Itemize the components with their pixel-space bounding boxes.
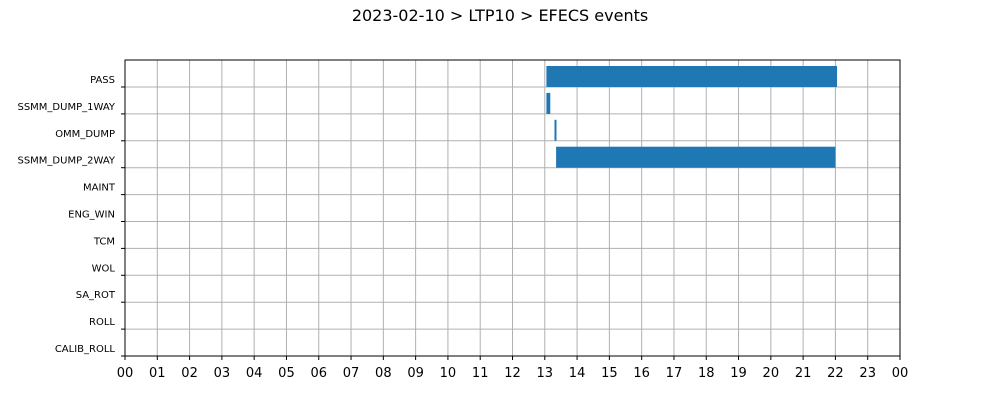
x-tick-label: 11 <box>472 366 489 381</box>
event-bar <box>546 66 838 87</box>
x-tick-label: 02 <box>181 366 198 381</box>
y-tick-label: PASS <box>90 75 115 86</box>
x-tick-label: 00 <box>892 366 909 381</box>
y-tick-label: TCM <box>93 236 115 247</box>
x-tick-label: 01 <box>149 366 166 381</box>
x-tick-label: 16 <box>633 366 650 381</box>
y-tick-label: CALIB_ROLL <box>55 344 116 355</box>
x-tick-label: 06 <box>310 366 327 381</box>
x-tick-label: 10 <box>440 366 457 381</box>
y-tick-label: SA_ROT <box>76 290 116 301</box>
x-tick-label: 04 <box>246 366 263 381</box>
x-tick-label: 19 <box>730 366 747 381</box>
x-axis: 00 01 02 03 04 05 06 07 08 09 10 11 12 13 14 15 16 17 18 19… <box>117 356 909 381</box>
x-tick-label: 05 <box>278 366 295 381</box>
event-bar <box>554 119 557 141</box>
chart-title: 2023-02-10 > LTP10 > EFECS events <box>351 6 649 25</box>
x-tick-label: 17 <box>666 366 683 381</box>
y-tick-label: SSMM_DUMP_1WAY <box>17 102 115 113</box>
event-bar <box>556 146 836 168</box>
event-bar <box>546 92 551 114</box>
grid-layer <box>124 60 901 357</box>
x-tick-label: 00 <box>117 366 134 381</box>
x-tick-label: 15 <box>601 366 618 381</box>
x-tick-label: 09 <box>407 366 424 381</box>
x-tick-label: 14 <box>569 366 586 381</box>
x-tick-label: 22 <box>827 366 844 381</box>
x-tick-label: 23 <box>859 366 876 381</box>
x-tick-label: 21 <box>795 366 812 381</box>
y-axis: PASS SSMM_DUMP_1WAY OMM_DUMP SSMM_DUMP_2WAY… <box>17 75 125 357</box>
bar-layer <box>546 66 838 168</box>
x-tick-label: 18 <box>698 366 715 381</box>
x-tick-label: 13 <box>537 366 554 381</box>
x-tick-label: 08 <box>375 366 392 381</box>
y-tick-label: ROLL <box>89 317 115 328</box>
x-tick-label: 03 <box>214 366 231 381</box>
y-tick-label: SSMM_DUMP_2WAY <box>17 156 115 167</box>
x-tick-label: 07 <box>343 366 360 381</box>
y-tick-label: ENG_WIN <box>68 210 115 221</box>
y-tick-label: MAINT <box>83 183 116 194</box>
x-tick-label: 20 <box>763 366 780 381</box>
x-tick-label: 12 <box>504 366 521 381</box>
y-tick-label: WOL <box>92 263 116 274</box>
y-tick-label: OMM_DUMP <box>55 129 115 140</box>
